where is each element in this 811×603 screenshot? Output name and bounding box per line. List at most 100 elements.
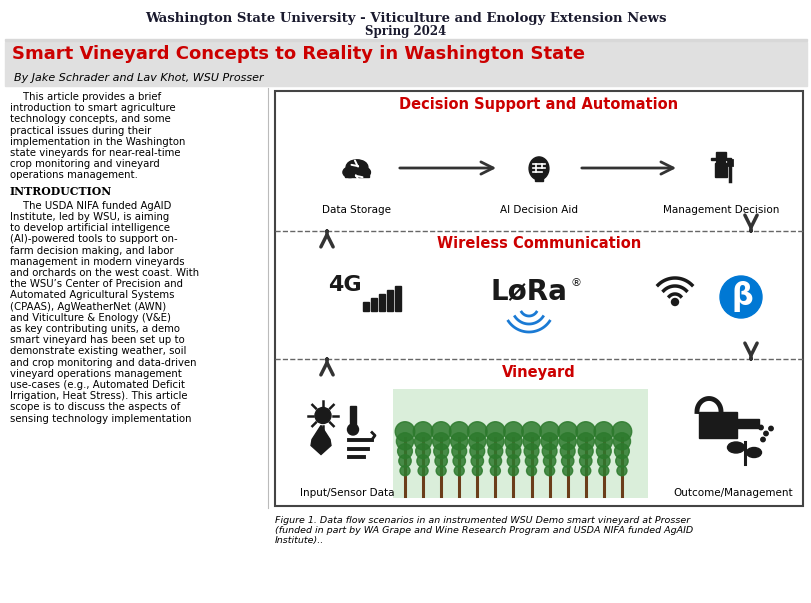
Circle shape bbox=[485, 421, 504, 441]
Circle shape bbox=[757, 425, 762, 430]
Text: vineyard operations management: vineyard operations management bbox=[10, 369, 182, 379]
Bar bbox=[350, 405, 355, 428]
Text: (AI)-powered tools to support on-: (AI)-powered tools to support on- bbox=[10, 235, 178, 244]
Text: Management Decision: Management Decision bbox=[662, 205, 779, 215]
Text: Washington State University - Viticulture and Enology Extension News: Washington State University - Viticultur… bbox=[145, 12, 666, 25]
Circle shape bbox=[763, 431, 767, 436]
Text: Data Storage: Data Storage bbox=[322, 205, 391, 215]
Text: and crop monitoring and data-driven: and crop monitoring and data-driven bbox=[10, 358, 196, 368]
Text: practical issues during their: practical issues during their bbox=[10, 125, 151, 136]
Text: (funded in part by WA Grape and Wine Research Program and USDA NIFA funded AgAID: (funded in part by WA Grape and Wine Res… bbox=[275, 526, 693, 535]
Text: to develop artificial intelligence: to develop artificial intelligence bbox=[10, 223, 169, 233]
Circle shape bbox=[433, 444, 448, 458]
Ellipse shape bbox=[342, 167, 357, 177]
Circle shape bbox=[488, 455, 501, 467]
Circle shape bbox=[467, 421, 487, 441]
Circle shape bbox=[413, 421, 432, 441]
Bar bbox=[371, 298, 376, 311]
Text: crop monitoring and vineyard: crop monitoring and vineyard bbox=[10, 159, 160, 169]
Circle shape bbox=[435, 455, 447, 467]
Circle shape bbox=[416, 455, 429, 467]
Circle shape bbox=[543, 455, 556, 467]
Text: use-cases (e.g., Automated Deficit: use-cases (e.g., Automated Deficit bbox=[10, 380, 185, 390]
Circle shape bbox=[557, 421, 577, 441]
Text: implementation in the Washington: implementation in the Washington bbox=[10, 137, 185, 147]
Text: Smart Vineyard Concepts to Reality in Washington State: Smart Vineyard Concepts to Reality in Wa… bbox=[12, 45, 584, 63]
Circle shape bbox=[453, 466, 464, 476]
Text: scope is to discuss the aspects of: scope is to discuss the aspects of bbox=[10, 402, 180, 412]
Circle shape bbox=[544, 466, 554, 476]
Circle shape bbox=[487, 444, 502, 458]
Circle shape bbox=[450, 433, 467, 450]
Bar bbox=[363, 302, 368, 311]
Circle shape bbox=[418, 466, 427, 476]
Text: and Viticulture & Enology (V&E): and Viticulture & Enology (V&E) bbox=[10, 313, 171, 323]
Circle shape bbox=[671, 298, 678, 306]
Circle shape bbox=[719, 276, 761, 318]
Text: By Jake Schrader and Lav Khot, WSU Prosser: By Jake Schrader and Lav Khot, WSU Pross… bbox=[14, 73, 264, 83]
Circle shape bbox=[611, 421, 631, 441]
Bar bbox=[345, 169, 369, 177]
Circle shape bbox=[472, 466, 482, 476]
Circle shape bbox=[560, 455, 573, 467]
Circle shape bbox=[508, 466, 517, 476]
Text: AI Decision Aid: AI Decision Aid bbox=[500, 205, 577, 215]
Text: β: β bbox=[730, 282, 752, 312]
Text: as key contributing units, a demo: as key contributing units, a demo bbox=[10, 324, 180, 334]
Bar bbox=[534, 175, 543, 181]
Circle shape bbox=[577, 444, 593, 458]
Circle shape bbox=[414, 433, 431, 450]
Circle shape bbox=[540, 433, 557, 450]
Bar bbox=[5, 39, 806, 41]
Bar bbox=[5, 69, 806, 86]
Text: Figure 1. Data flow scenarios in an instrumented WSU Demo smart vineyard at Pros: Figure 1. Data flow scenarios in an inst… bbox=[275, 516, 689, 525]
Bar bbox=[393, 389, 647, 498]
Circle shape bbox=[562, 466, 572, 476]
Text: operations management.: operations management. bbox=[10, 171, 138, 180]
Circle shape bbox=[448, 421, 469, 441]
Circle shape bbox=[579, 455, 591, 467]
Ellipse shape bbox=[529, 157, 548, 180]
Circle shape bbox=[598, 466, 608, 476]
Circle shape bbox=[596, 444, 611, 458]
Circle shape bbox=[575, 421, 594, 441]
Circle shape bbox=[577, 433, 594, 450]
Circle shape bbox=[398, 455, 410, 467]
Circle shape bbox=[486, 433, 504, 450]
Circle shape bbox=[760, 437, 764, 442]
Text: LøRa: LøRa bbox=[490, 277, 567, 305]
Text: Decision Support and Automation: Decision Support and Automation bbox=[399, 96, 678, 112]
Circle shape bbox=[315, 408, 331, 423]
Text: the WSU’s Center of Precision and: the WSU’s Center of Precision and bbox=[10, 279, 182, 289]
Bar bbox=[714, 152, 726, 158]
Ellipse shape bbox=[745, 447, 761, 458]
Circle shape bbox=[490, 466, 500, 476]
Circle shape bbox=[614, 444, 629, 458]
Text: Institute)..: Institute).. bbox=[275, 536, 324, 545]
Circle shape bbox=[451, 444, 466, 458]
Circle shape bbox=[612, 433, 630, 450]
Text: Outcome/Management: Outcome/Management bbox=[672, 488, 792, 498]
Bar bbox=[394, 286, 401, 311]
Bar bbox=[275, 91, 802, 506]
Circle shape bbox=[436, 466, 445, 476]
Bar bbox=[379, 294, 384, 311]
Text: INTRODUCTION: INTRODUCTION bbox=[10, 186, 112, 197]
Text: introduction to smart agriculture: introduction to smart agriculture bbox=[10, 103, 175, 113]
Circle shape bbox=[396, 433, 413, 450]
Text: state vineyards for near-real-time: state vineyards for near-real-time bbox=[10, 148, 180, 158]
Circle shape bbox=[503, 421, 522, 441]
Circle shape bbox=[468, 433, 485, 450]
Text: The USDA NIFA funded AgAID: The USDA NIFA funded AgAID bbox=[10, 201, 171, 211]
Bar bbox=[736, 418, 758, 428]
Text: and orchards on the west coast. With: and orchards on the west coast. With bbox=[10, 268, 199, 278]
Text: Input/Sensor Data: Input/Sensor Data bbox=[299, 488, 394, 498]
Text: This article provides a brief: This article provides a brief bbox=[10, 92, 161, 102]
Text: Vineyard: Vineyard bbox=[501, 364, 575, 379]
Circle shape bbox=[597, 455, 609, 467]
Bar bbox=[387, 290, 393, 311]
Circle shape bbox=[432, 433, 449, 450]
Circle shape bbox=[559, 433, 576, 450]
Circle shape bbox=[542, 444, 556, 458]
Circle shape bbox=[560, 444, 574, 458]
